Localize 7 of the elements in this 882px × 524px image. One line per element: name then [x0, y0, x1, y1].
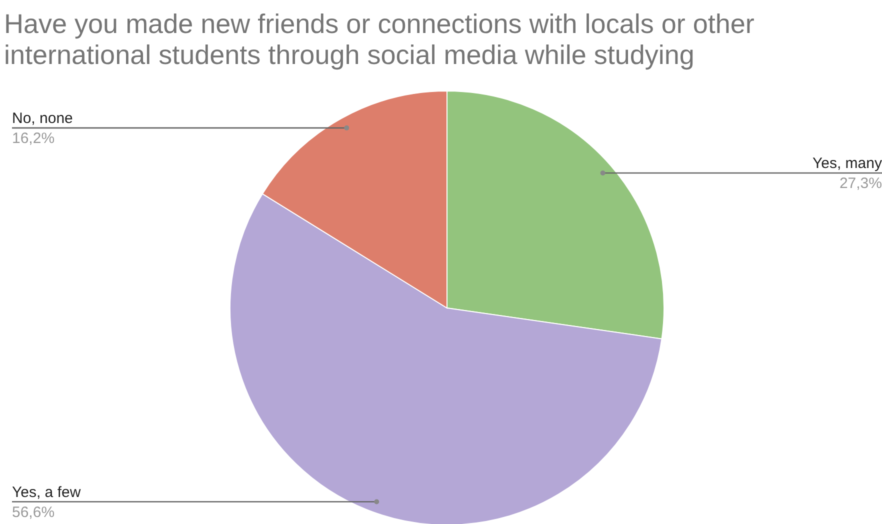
chart-title: Have you made new friends or connections with locals or other international students through social media while studying [4, 9, 754, 70]
data-label: 16,2% [12, 130, 55, 147]
slice-label: Yes, a few [12, 484, 81, 501]
data-label: 56,6% [12, 504, 55, 521]
slice-label: No, none [12, 110, 73, 127]
slice-label: Yes, many [812, 155, 882, 172]
data-label: 27,3% [839, 175, 882, 192]
